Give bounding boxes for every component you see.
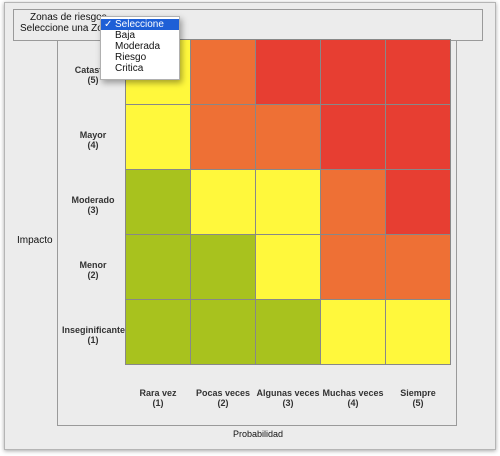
dropdown-option-seleccione[interactable]: ✓ Seleccione: [101, 19, 179, 30]
impact-row-name: Inseginificante: [62, 325, 126, 335]
risk-cell: [191, 235, 255, 299]
checkmark-icon: ✓: [104, 19, 113, 30]
probability-column-label: Algunas veces (3): [255, 388, 321, 408]
probability-axis-title: Probabilidad: [233, 429, 284, 439]
probability-column-level: (2): [217, 398, 229, 408]
probability-column-level: (5): [412, 398, 424, 408]
impact-row-name: Moderado: [71, 195, 115, 205]
risk-cell: [321, 300, 385, 364]
zone-select-label: Seleccione una Zo: [20, 23, 103, 34]
probability-column-label: Siempre (5): [385, 388, 451, 408]
impact-row-label: Catastró (5): [62, 65, 124, 85]
probability-column-level: (3): [282, 398, 294, 408]
risk-cell: [256, 40, 320, 104]
dropdown-option-baja[interactable]: Baja: [115, 30, 136, 41]
probability-column-name: Siempre: [400, 388, 436, 398]
impact-row-name: Mayor: [79, 130, 107, 140]
risk-cell: [386, 105, 450, 169]
risk-cell: [256, 105, 320, 169]
impact-row-label: Menor (2): [62, 260, 124, 280]
risk-cell: [256, 300, 320, 364]
risk-cell: [191, 170, 255, 234]
risk-cell: [386, 235, 450, 299]
impact-row-name: Catastró: [74, 65, 112, 75]
probability-column-name: Pocas veces: [195, 388, 251, 398]
impact-row-level: (4): [87, 140, 99, 150]
zone-dropdown-menu[interactable]: ✓ Seleccione Baja Moderada Riesgo Critic…: [100, 16, 180, 80]
probability-column-name: Algunas veces: [256, 388, 320, 398]
impact-row-label: Moderado (3): [62, 195, 124, 215]
impact-row-level: (3): [87, 205, 99, 215]
fieldset-legend: Zonas de riesgos: [28, 12, 109, 23]
impact-row-name: Menor: [79, 260, 107, 270]
risk-cell: [321, 170, 385, 234]
risk-cell: [321, 40, 385, 104]
impact-row-level: (1): [87, 335, 99, 345]
dropdown-option-riesgo[interactable]: Riesgo: [115, 52, 147, 63]
risk-cell: [321, 105, 385, 169]
risk-cell: [191, 40, 255, 104]
impact-row-label: Mayor (4): [62, 130, 124, 150]
risk-cell: [126, 300, 190, 364]
impact-row-label: Inseginificante (1): [62, 325, 126, 345]
risk-cell: [256, 170, 320, 234]
probability-column-name: Rara vez: [139, 388, 177, 398]
risk-cell: [256, 235, 320, 299]
risk-cell: [321, 235, 385, 299]
dropdown-option-critica[interactable]: Critica: [115, 63, 144, 74]
risk-zone-fieldset: Zonas de riesgos Seleccione una Zo: [13, 9, 483, 41]
risk-cell: [126, 170, 190, 234]
risk-cell: [386, 170, 450, 234]
risk-cell: [126, 235, 190, 299]
probability-column-level: (1): [152, 398, 164, 408]
dropdown-option-moderada[interactable]: Moderada: [115, 41, 161, 52]
impact-row-level: (5): [87, 75, 99, 85]
probability-column-label: Pocas veces (2): [190, 388, 256, 408]
probability-column-label: Muchas veces (4): [320, 388, 386, 408]
risk-cell: [126, 105, 190, 169]
risk-cell: [191, 300, 255, 364]
dropdown-option-label: Seleccione: [115, 19, 164, 30]
risk-cell: [386, 40, 450, 104]
risk-cell: [191, 105, 255, 169]
probability-column-label: Rara vez (1): [125, 388, 191, 408]
impact-row-level: (2): [87, 270, 99, 280]
risk-cell: [386, 300, 450, 364]
impact-axis-title: Impacto: [17, 235, 53, 246]
risk-matrix-grid: [125, 39, 451, 365]
probability-column-level: (4): [347, 398, 359, 408]
probability-column-name: Muchas veces: [322, 388, 384, 398]
